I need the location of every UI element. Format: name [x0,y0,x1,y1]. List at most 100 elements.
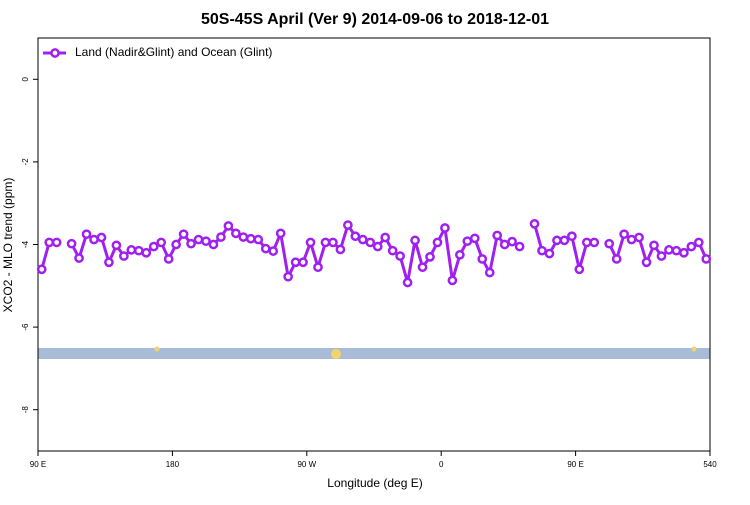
data-point [126,245,137,255]
data-point [283,271,293,282]
data-point [104,257,114,268]
data-point [432,237,443,248]
y-tick-label: -8 [21,406,30,414]
data-point [51,237,62,248]
data-point [320,237,331,248]
x-tick-label: 90 E [30,460,46,469]
data-point [574,264,585,275]
data-point [141,247,152,258]
strip-blob [154,346,160,352]
data-point [36,264,47,275]
data-point [343,220,353,230]
data-point [350,231,361,242]
data-point [686,241,697,252]
data-point [589,237,600,248]
data-point [477,254,488,264]
data-point [447,275,458,286]
data-point [238,232,249,242]
data-point [552,235,562,246]
data-point [201,236,211,247]
data-point [365,237,376,248]
x-tick-label: 540 [703,460,717,469]
data-point [410,235,420,246]
x-tick-label: 0 [439,460,444,469]
legend-marker [50,48,60,58]
data-point [402,277,413,288]
data-point [216,232,226,242]
data-point [469,233,480,244]
data-point [626,234,637,245]
x-tick-label: 180 [166,460,180,469]
data-point [679,247,689,258]
data-point [664,245,674,255]
data-point [507,236,517,247]
data-point [223,221,234,231]
legend-label: Land (Nadir&Glint) and Ocean (Glint) [75,45,272,59]
data-point [328,237,338,248]
data-point [499,239,510,250]
data-point [544,248,555,259]
y-tick-label: -4 [21,240,30,248]
data-point [81,229,92,240]
data-point [656,251,667,261]
strip-blob [691,346,697,352]
data-point [133,245,144,256]
chart-title: 50S-45S April (Ver 9) 2014-09-06 to 2018… [201,11,549,28]
data-point [484,267,495,278]
data-point [44,237,55,248]
data-point [163,254,174,264]
data-point [462,236,473,247]
data-point [275,228,286,239]
x-tick-label: 90 W [297,460,316,469]
data-point [298,257,308,268]
data-point [148,241,159,252]
data-point [417,262,428,273]
data-point [387,245,398,256]
data-point [492,230,503,241]
data-point [395,251,405,261]
data-point [693,237,704,248]
data-point [96,232,107,243]
data-point [268,246,279,256]
data-point [537,245,547,256]
data-point [74,253,84,263]
data-point [641,257,652,268]
data-point [357,234,368,245]
data-point [208,239,219,250]
data-point [649,240,659,251]
data-point [186,238,196,249]
x-axis-label: Longitude (deg E) [327,476,422,490]
data-point [671,245,682,256]
data-point [178,229,189,240]
data-point [305,237,316,248]
data-point [193,234,204,245]
x-tick-label: 90 E [567,460,583,469]
data-point [171,239,181,250]
data-point [253,234,264,245]
data-point [581,237,592,248]
data-point [529,219,540,229]
strip-blob [331,349,341,359]
data-point [634,232,644,243]
data-point [372,241,383,252]
data-point [455,249,465,260]
y-tick-label: 0 [21,77,30,82]
data-point [231,228,241,239]
data-point [335,244,346,255]
data-point [89,234,99,245]
data-point [380,232,391,243]
data-point [313,262,323,273]
data-point [559,235,570,246]
data-point [156,237,167,248]
data-point [567,231,577,242]
data-point [245,233,256,244]
data-point [260,243,271,254]
data-point [514,241,525,252]
data-point [440,223,450,233]
surface-strip [38,348,710,359]
data-point [604,238,615,249]
data-point [290,257,301,268]
y-tick-label: -6 [21,323,30,331]
data-point [66,238,77,249]
